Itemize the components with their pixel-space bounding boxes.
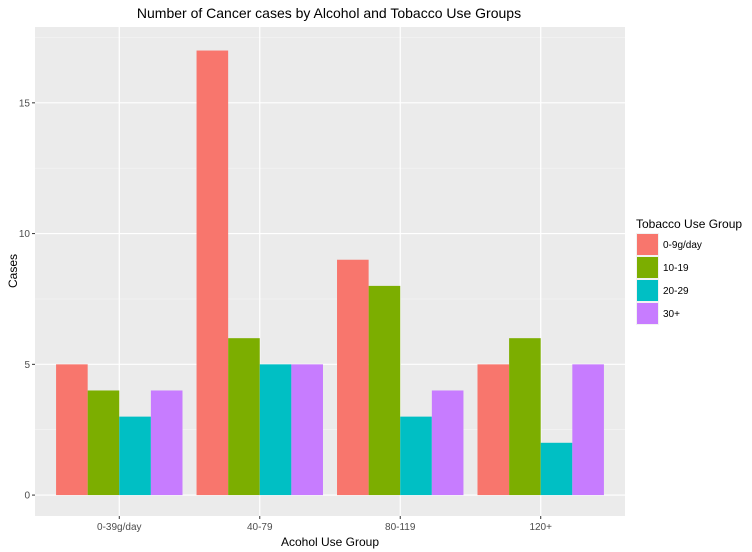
bar — [337, 259, 369, 496]
legend-key — [637, 280, 658, 301]
bar — [572, 364, 604, 496]
y-tick-label: 5 — [24, 360, 30, 371]
bar — [477, 364, 510, 496]
x-tick-label: 80-119 — [385, 522, 416, 533]
bar — [56, 364, 88, 496]
chart-title: Number of Cancer cases by Alcohol and To… — [137, 5, 521, 21]
x-tick-label: 40-79 — [247, 522, 273, 533]
bar — [291, 364, 323, 496]
y-tick-label: 0 — [24, 491, 30, 502]
y-tick-label: 10 — [19, 229, 31, 240]
legend-label: 10-19 — [663, 263, 689, 274]
x-tick-label: 120+ — [529, 522, 552, 533]
bar — [228, 338, 260, 496]
bar — [87, 390, 120, 496]
bar — [119, 416, 151, 496]
legend-label: 30+ — [663, 309, 680, 320]
legend-label: 20-29 — [663, 286, 689, 297]
bar — [509, 338, 541, 496]
x-tick-label: 0-39g/day — [97, 522, 141, 533]
bar — [259, 364, 292, 496]
legend-label: 0-9g/day — [663, 240, 702, 251]
bars — [56, 50, 604, 496]
legend-key — [637, 257, 658, 278]
legend-key — [637, 234, 658, 255]
y-axis: 0 5 10 15 — [19, 98, 35, 502]
bar — [150, 390, 183, 496]
bar — [196, 50, 229, 496]
x-axis-title: Acohol Use Group — [281, 535, 379, 549]
y-axis-title: Cases — [6, 254, 20, 288]
legend-title: Tobacco Use Group — [636, 217, 742, 231]
x-axis: 0-39g/day 40-79 80-119 120+ — [97, 516, 552, 533]
legend: Tobacco Use Group 0-9g/day 10-19 20-29 30+ — [636, 217, 742, 325]
bar — [431, 390, 464, 496]
legend-key — [637, 303, 658, 324]
y-tick-label: 15 — [19, 98, 31, 109]
bar — [400, 416, 432, 496]
bar — [540, 442, 573, 496]
bar — [368, 285, 401, 496]
